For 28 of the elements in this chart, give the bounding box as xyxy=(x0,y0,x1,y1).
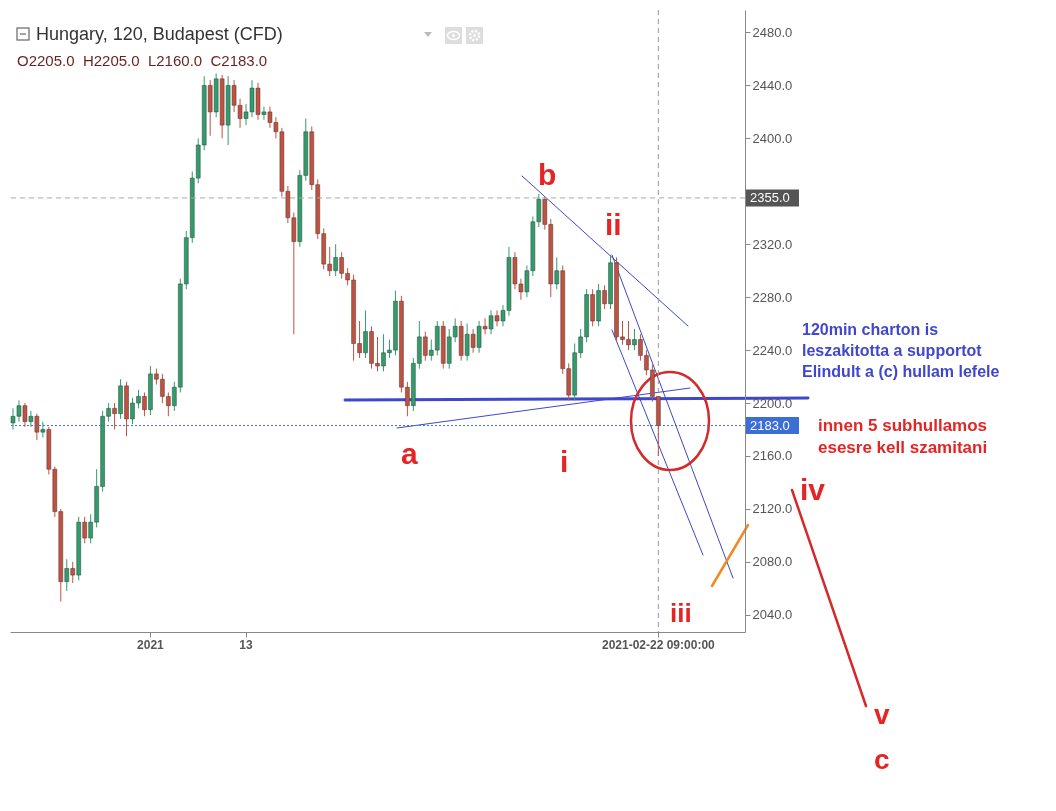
y-tick-label: 2200.0 xyxy=(752,395,793,411)
y-tick-label: 2240.0 xyxy=(752,342,793,358)
y-tick-label: 2160.0 xyxy=(752,448,793,464)
y-tick-label: 2120.0 xyxy=(752,501,793,517)
y-tick-label: 2280.0 xyxy=(752,289,793,305)
annotation: ii xyxy=(605,207,622,243)
y-tick-label: 2440.0 xyxy=(752,77,793,93)
ref-line-label: 2355.0 xyxy=(750,189,790,205)
text: c xyxy=(874,743,890,777)
text: innen 5 subhullamos esesre kell szamitani xyxy=(818,415,988,460)
text: Hungary, 120, Budapest (CFD) xyxy=(36,24,283,45)
annotation: i xyxy=(560,444,569,480)
y-tick-label: 2400.0 xyxy=(752,130,793,146)
annotation: iii xyxy=(670,597,692,630)
text: 120min charton is leszakitotta a supportot Elindult a (c) hullam lefele xyxy=(802,320,1000,382)
x-tick-label: 2021 xyxy=(137,637,165,652)
y-tick-label: 2320.0 xyxy=(752,236,793,252)
ref-line-label: 2183.0 xyxy=(750,417,790,433)
y-tick-label: 2080.0 xyxy=(752,554,793,570)
annotation: a xyxy=(401,436,418,472)
y-tick-label: 2480.0 xyxy=(752,25,793,40)
text: v xyxy=(874,698,890,732)
text: O2205.0 H2205.0 L2160.0 C2183.0 xyxy=(17,52,268,69)
x-tick-label: 13 xyxy=(239,637,254,652)
y-tick-label: 2040.0 xyxy=(752,607,793,623)
text: iv xyxy=(800,472,826,508)
x-tick-label: 2021-02-22 09:00:00 xyxy=(601,637,716,652)
annotation: b xyxy=(538,157,557,193)
